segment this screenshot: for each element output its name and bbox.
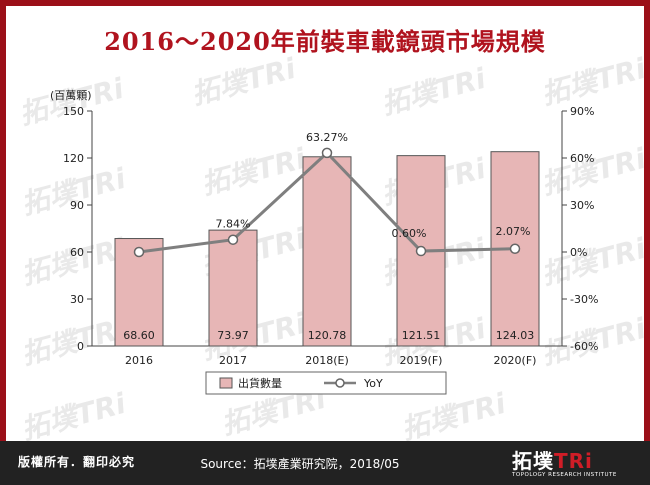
yoy-value-label: 2.07% xyxy=(496,225,531,238)
y-right-tick-label: -60% xyxy=(570,340,598,353)
legend-bar-swatch xyxy=(219,377,233,389)
x-tick-label: 2016 xyxy=(125,354,153,367)
x-tick-label: 2019(F) xyxy=(400,354,443,367)
legend-bar-label: 出貨數量 xyxy=(238,376,282,390)
y-right-tick-label: 0% xyxy=(570,246,587,259)
yoy-value-label: 0.60% xyxy=(392,227,427,240)
bar-value-label: 73.97 xyxy=(217,329,249,342)
logo-subtitle: TOPOLOGY RESEARCH INSTITUTE xyxy=(512,472,617,478)
yoy-marker xyxy=(509,243,521,255)
logo-text: 拓墣TRi xyxy=(512,449,593,473)
legend-line-marker xyxy=(335,378,345,388)
copyright-text: 版權所有．翻印必究 xyxy=(18,455,136,469)
y-left-tick-label: 90 xyxy=(70,199,84,212)
y-left-tick-label: 0 xyxy=(77,340,84,353)
y-left-tick-label: 30 xyxy=(70,293,84,306)
yoy-marker xyxy=(415,245,427,257)
bar-value-label: 68.60 xyxy=(123,329,155,342)
yoy-marker xyxy=(133,246,145,258)
y-right-tick-label: -30% xyxy=(570,293,598,306)
bar-value-label: 121.51 xyxy=(402,329,441,342)
y-right-tick-label: 90% xyxy=(570,105,594,118)
page-title: 2016～2020年前裝車載鏡頭市場規模 xyxy=(104,27,546,56)
y-left-tick-label: 60 xyxy=(70,246,84,259)
x-tick-label: 2020(F) xyxy=(494,354,537,367)
footer-bar xyxy=(0,441,650,485)
bar xyxy=(208,229,258,347)
legend-line-label: YoY xyxy=(363,377,383,390)
brand-logo: 拓墣TRi TOPOLOGY RESEARCH INSTITUTE xyxy=(512,445,632,481)
bar xyxy=(302,156,352,347)
x-tick-label: 2017 xyxy=(219,354,247,367)
yoy-marker xyxy=(227,234,239,245)
x-tick-label: 2018(E) xyxy=(305,354,349,367)
y-left-tick-label: 120 xyxy=(63,152,84,165)
yoy-marker xyxy=(321,147,333,159)
y-left-tick-label: 150 xyxy=(63,105,84,118)
y-right-tick-label: 60% xyxy=(570,152,594,165)
yoy-value-label: 63.27% xyxy=(306,131,348,144)
yoy-value-label: 7.84% xyxy=(216,218,251,231)
chart: 0 30 60 90 120 150 -60% -30% 0% 30% 60% 90% (百萬顆) 201… xyxy=(50,89,598,395)
source-text: Source：拓墣產業研究院，2018/05 xyxy=(200,457,400,471)
y-right-tick-label: 30% xyxy=(570,199,594,212)
bar-value-label: 120.78 xyxy=(308,329,347,342)
y-unit-label: (百萬顆) xyxy=(50,89,92,102)
bar-value-label: 124.03 xyxy=(496,329,535,342)
